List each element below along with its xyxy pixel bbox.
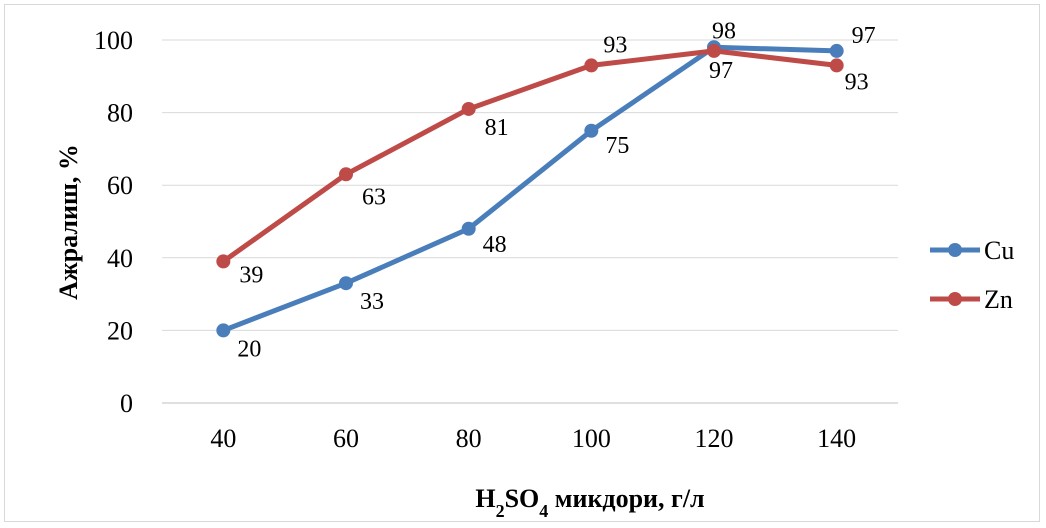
x-tick-label: 140 (817, 424, 856, 453)
series-lines (220, 44, 840, 333)
marker-zn (584, 58, 599, 73)
y-tick-label: 40 (107, 244, 133, 273)
marker-cu (829, 43, 844, 58)
legend-label-cu: Cu (984, 236, 1014, 265)
series-line-cu (220, 44, 840, 333)
y-tick-label: 0 (120, 389, 133, 418)
x-tick-label: 100 (572, 424, 611, 453)
marker-zn (339, 167, 353, 182)
legend-marker-zn (948, 292, 962, 306)
data-label-zn: 97 (709, 58, 733, 84)
x-tick-label: 80 (456, 424, 482, 453)
data-label-zn: 39 (239, 262, 263, 288)
x-tick-label: 40 (210, 424, 236, 453)
marker-zn (461, 101, 476, 116)
marker-cu (216, 323, 231, 338)
y-tick-label: 20 (107, 316, 133, 345)
data-label-cu: 48 (483, 232, 507, 258)
marker-cu (461, 221, 476, 236)
data-label-cu: 20 (237, 336, 261, 362)
x-tick-labels: 40 60 80 100 120 140 (210, 424, 856, 453)
y-tick-label: 80 (107, 99, 133, 128)
marker-zn (216, 254, 231, 269)
data-label-zn: 93 (845, 69, 869, 95)
y-tick-label: 100 (94, 26, 133, 55)
legend-marker-cu (948, 243, 962, 257)
x-axis-title: H2SO4 микдори, г/л (475, 484, 704, 521)
data-label-zn: 81 (485, 115, 509, 141)
x-tick-label: 120 (695, 424, 734, 453)
data-label-cu: 75 (605, 133, 629, 159)
marker-zn (707, 43, 721, 58)
marker-zn (829, 58, 844, 73)
series-line-zn (220, 48, 840, 264)
marker-cu (339, 276, 353, 291)
y-tick-labels: 0 20 40 60 80 100 (94, 26, 133, 418)
legend-label-zn: Zn (984, 285, 1013, 314)
x-tick-label: 60 (333, 424, 359, 453)
data-labels: 20 33 48 75 98 97 39 63 81 93 97 93 (237, 18, 875, 362)
gridlines (162, 39, 898, 404)
data-label-cu: 33 (360, 289, 384, 315)
data-label-zn: 63 (362, 184, 386, 210)
data-label-zn: 93 (603, 32, 627, 58)
y-axis-title: Ажралиш, % (54, 144, 83, 300)
y-tick-label: 60 (107, 171, 133, 200)
series-markers (216, 40, 844, 338)
data-label-cu: 97 (852, 23, 876, 49)
marker-cu (584, 123, 599, 138)
data-label-cu: 98 (712, 18, 736, 44)
legend: Cu Zn (930, 236, 1014, 314)
